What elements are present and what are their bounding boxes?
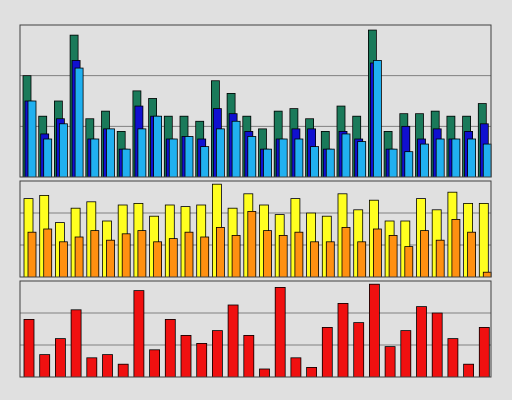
bar <box>353 322 365 378</box>
bar <box>404 246 414 278</box>
bar <box>117 363 129 378</box>
bar <box>325 241 335 278</box>
bar <box>27 231 37 278</box>
plot-frame <box>19 180 492 278</box>
plot-frame <box>19 24 492 178</box>
bar <box>23 318 35 378</box>
bar <box>184 136 194 178</box>
bar <box>388 234 398 278</box>
bar <box>164 318 176 378</box>
bar <box>294 138 304 178</box>
bar <box>310 146 320 178</box>
bar <box>420 230 429 278</box>
bar <box>278 138 288 178</box>
bar <box>70 309 82 378</box>
plot-frame <box>19 280 492 378</box>
bar <box>74 67 84 178</box>
bar <box>247 136 257 178</box>
bar <box>153 241 163 278</box>
bar <box>368 283 380 378</box>
bar <box>321 326 333 378</box>
bar <box>168 138 178 178</box>
bar <box>357 141 367 178</box>
bar <box>435 239 445 278</box>
bar <box>388 148 398 178</box>
bar <box>137 230 147 278</box>
bar <box>137 128 147 178</box>
bar <box>467 231 477 278</box>
bar <box>227 304 239 378</box>
bar <box>357 241 367 278</box>
bar <box>43 228 53 278</box>
bar <box>200 146 210 178</box>
bar <box>121 233 131 278</box>
bar <box>59 123 68 178</box>
bar <box>447 338 459 378</box>
bar <box>384 346 396 378</box>
bar <box>400 330 412 378</box>
bar <box>90 138 100 178</box>
bar <box>478 202 489 278</box>
bar <box>200 236 210 278</box>
bar <box>243 334 255 378</box>
bar <box>451 138 461 178</box>
bar <box>59 241 68 278</box>
bar <box>431 312 443 378</box>
bar <box>325 148 335 178</box>
bar <box>90 230 100 278</box>
bar <box>435 138 445 178</box>
bar <box>259 368 270 378</box>
bar <box>482 271 492 278</box>
bar <box>290 357 302 378</box>
bar <box>341 133 351 178</box>
bar <box>43 138 53 178</box>
bar <box>106 239 115 278</box>
bar <box>416 306 427 378</box>
bar <box>196 342 208 378</box>
bar <box>306 366 318 378</box>
bar <box>74 236 84 278</box>
bar <box>404 151 414 178</box>
bar <box>39 354 51 378</box>
bar <box>168 238 178 278</box>
bar <box>341 226 351 278</box>
plot-area <box>20 281 491 377</box>
bar <box>215 226 225 278</box>
bar <box>86 357 98 378</box>
bar <box>106 128 115 178</box>
bar <box>263 230 272 278</box>
bar <box>372 60 382 178</box>
bar <box>310 241 320 278</box>
bar <box>121 148 131 178</box>
bar <box>184 231 194 278</box>
bar <box>247 210 257 278</box>
bar <box>211 330 223 378</box>
bar <box>102 354 113 378</box>
bar <box>467 138 477 178</box>
bar <box>215 128 225 178</box>
bar <box>451 218 461 278</box>
bar <box>372 228 382 278</box>
bar <box>274 286 286 378</box>
bar <box>55 338 66 378</box>
bar <box>149 349 161 378</box>
bar <box>231 234 241 278</box>
bar <box>153 115 163 178</box>
bar <box>478 326 490 378</box>
bar <box>133 290 145 378</box>
bar <box>463 363 475 378</box>
bar <box>180 334 192 378</box>
bar <box>420 143 429 178</box>
bar <box>482 143 492 178</box>
bar <box>263 148 272 178</box>
bar <box>278 234 288 278</box>
bar <box>231 120 241 178</box>
bar <box>337 302 349 378</box>
bar <box>27 100 37 178</box>
bar <box>294 231 304 278</box>
